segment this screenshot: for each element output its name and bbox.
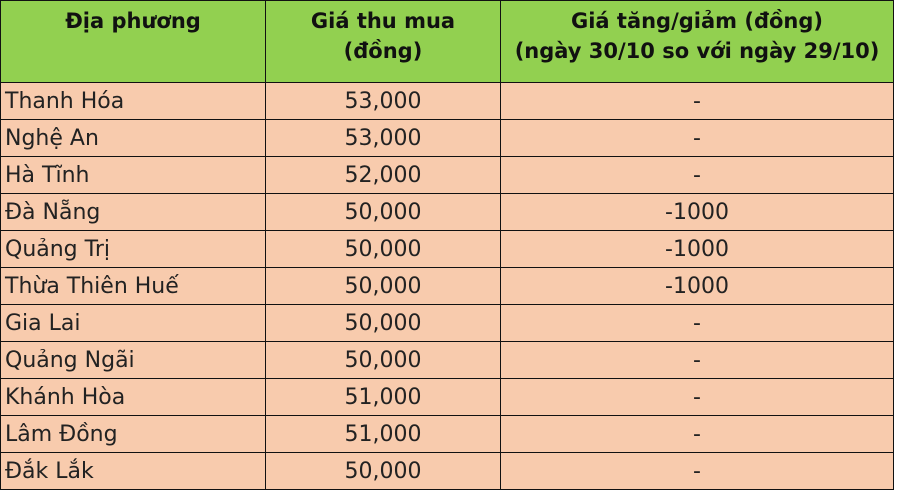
price-cell: 52,000 [265,156,501,194]
change-cell: - [500,415,894,453]
region-cell: Đắk Lắk [0,452,266,490]
change-cell: - [500,378,894,416]
change-cell: - [500,452,894,490]
table-row: Lâm Đồng 51,000- [0,415,894,453]
header-text: Địa phương [65,9,201,33]
change-cell: -1000 [500,193,894,231]
change-cell: - [500,119,894,157]
header-row: Địa phương Giá thu mua (đồng) Giá tăng/gi… [0,0,894,83]
change-cell: - [500,304,894,342]
region-cell: Thừa Thiên Huế [0,267,266,305]
change-cell: - [500,341,894,379]
table-row: Nghệ An 53,000- [0,119,894,157]
change-cell: - [500,82,894,120]
region-cell: Khánh Hòa [0,378,266,416]
price-cell: 51,000 [265,415,501,453]
table-row: Thừa Thiên Huế 50,000 -1000 [0,267,894,305]
price-cell: 50,000 [265,341,501,379]
header-text: (ngày 30/10 so với ngày 29/10) [514,39,880,63]
header-price: Giá thu mua (đồng) [265,0,501,83]
region-cell: Nghệ An [0,119,266,157]
price-cell: 50,000 [265,452,501,490]
change-cell: -1000 [500,267,894,305]
table-row: Hà Tĩnh 52,000- [0,156,894,194]
price-cell: 50,000 [265,267,501,305]
table-row: Gia Lai 50,000- [0,304,894,342]
header-change: Giá tăng/giảm (đồng) (ngày 30/10 so với n… [500,0,894,83]
table-row: Đắk Lắk 50,000- [0,452,894,490]
header-text: Giá tăng/giảm (đồng) [570,9,823,33]
table-row: Quảng Trị 50,000 -1000 [0,230,894,268]
price-cell: 50,000 [265,193,501,231]
price-cell: 50,000 [265,304,501,342]
region-cell: Đà Nẵng [0,193,266,231]
table-row: Đà Nẵng 50,000 -1000 [0,193,894,231]
table-row: Khánh Hòa 51,000- [0,378,894,416]
change-cell: - [500,156,894,194]
change-cell: -1000 [500,230,894,268]
header-text: (đồng) [343,39,423,63]
header-region: Địa phương [0,0,266,83]
region-cell: Thanh Hóa [0,82,266,120]
region-cell: Lâm Đồng [0,415,266,453]
price-cell: 53,000 [265,119,501,157]
table-row: Quảng Ngãi 50,000- [0,341,894,379]
region-cell: Gia Lai [0,304,266,342]
price-cell: 53,000 [265,82,501,120]
price-cell: 51,000 [265,378,501,416]
region-cell: Hà Tĩnh [0,156,266,194]
header-text: Giá thu mua [310,9,456,33]
region-cell: Quảng Ngãi [0,341,266,379]
table-row: Thanh Hóa 53,000- [0,82,894,120]
region-cell: Quảng Trị [0,230,266,268]
price-cell: 50,000 [265,230,501,268]
